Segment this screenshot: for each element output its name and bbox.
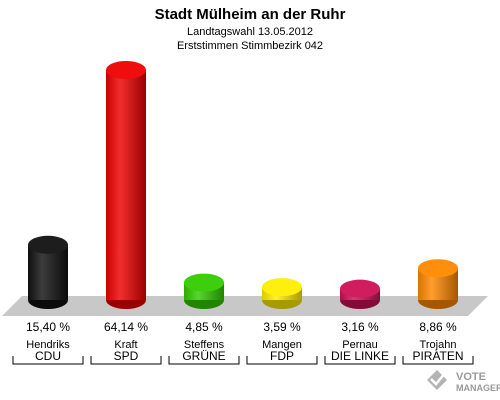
candidate-label: Kraft [114, 339, 137, 351]
value-label: 64,14 % [104, 320, 148, 334]
candidate-label: Pernau [342, 339, 377, 351]
bar-top [262, 278, 302, 297]
bar-top [106, 61, 146, 79]
bar-cdu [28, 235, 68, 309]
value-label: 3,16 % [341, 320, 379, 334]
value-label: 15,40 % [26, 320, 70, 334]
chart-subtitle-district: Erststimmen Stimmbezirk 042 [177, 40, 323, 52]
candidate-label: Mangen [262, 339, 302, 351]
party-label: CDU [35, 349, 61, 363]
party-bracket [402, 356, 474, 365]
watermark-line2: MANAGER [456, 383, 500, 393]
party-bracket [12, 356, 84, 365]
value-label: 3,59 % [263, 320, 301, 334]
party-label: DIE LINKE [331, 349, 389, 363]
candidate-label: Trojahn [420, 339, 457, 351]
chart-subtitle-date: Landtagswahl 13.05.2012 [187, 26, 313, 38]
value-label: 4,85 % [185, 320, 223, 334]
party-label: FDP [270, 349, 294, 363]
party-bracket [168, 356, 240, 365]
party-label: GRÜNE [182, 349, 225, 363]
bar-piraten [418, 259, 458, 309]
value-label: 8,86 % [419, 320, 457, 334]
watermark-line1: VOTE [456, 371, 486, 383]
party-label: SPD [114, 349, 139, 363]
bar-fdp [262, 278, 302, 309]
bar-grune [184, 273, 224, 309]
bar-body [106, 70, 146, 300]
ballot-check-icon [427, 370, 447, 390]
party-bracket [324, 356, 396, 365]
chart-floor [2, 296, 488, 316]
bar-top [28, 235, 68, 254]
candidate-label: Hendriks [26, 339, 70, 351]
bar-body [28, 244, 68, 300]
party-bracket [90, 356, 162, 365]
chart-title: Stadt Mülheim an der Ruhr [155, 6, 346, 23]
bar-top [340, 279, 380, 298]
vote-manager-logo: VOTE MANAGER [427, 370, 500, 393]
party-label: PIRATEN [412, 349, 463, 363]
bar-top [418, 259, 458, 278]
bar-die-linke [340, 279, 380, 309]
bars-layer [28, 61, 458, 309]
bar-top [184, 273, 224, 292]
bar-spd [106, 61, 146, 309]
party-bracket [246, 356, 318, 365]
candidate-label: Steffens [184, 339, 225, 351]
